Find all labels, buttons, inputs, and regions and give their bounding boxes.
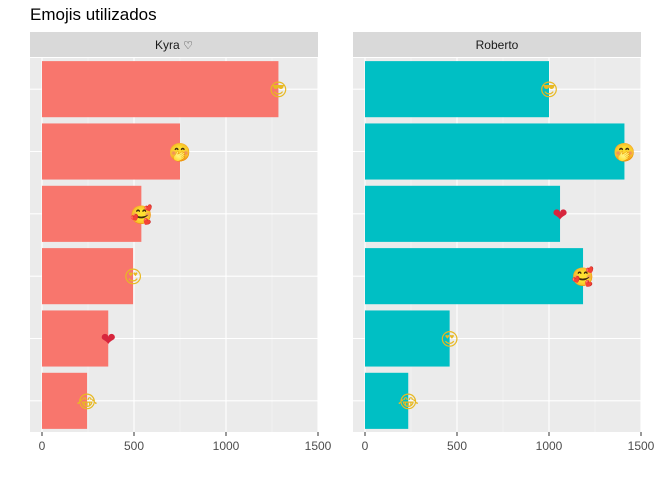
white-heart-icon: ♡ (183, 40, 193, 52)
face-with-tears-of-joy-icon: 😂 (398, 392, 419, 413)
smiling-face-with-hearts-icon: 🥰 (572, 266, 594, 288)
facet-label-roberto: Roberto (476, 38, 519, 52)
x-tick-label: 1500 (628, 439, 655, 453)
bar-roberto-smiling-face-with-sunglasses[interactable] (365, 61, 549, 118)
bar-roberto-smiling-face-with-heart-eyes[interactable] (365, 310, 450, 367)
smiling-face-with-sunglasses-icon: 😎 (269, 80, 288, 101)
bar-kyra-smiling-face-with-heart-eyes[interactable] (42, 248, 134, 305)
bar-kyra-face-with-hand-over-mouth[interactable] (42, 123, 180, 180)
x-tick-label: 0 (362, 439, 369, 453)
bar-kyra-smiling-face-with-sunglasses[interactable] (42, 61, 279, 118)
smiling-face-with-heart-eyes-icon: 😍 (124, 267, 143, 288)
smiling-face-with-heart-eyes-icon: 😍 (440, 330, 459, 351)
x-tick-label: 500 (447, 439, 467, 453)
panel-background-roberto (353, 58, 641, 432)
x-tick-label: 1000 (536, 439, 563, 453)
facet-strip-kyra (30, 32, 318, 57)
x-tick-label: 500 (124, 439, 144, 453)
bar-kyra-smiling-face-with-hearts[interactable] (42, 185, 142, 242)
face-with-hand-over-mouth-icon: 🤭 (169, 143, 191, 164)
red-heart-icon: ❤ (552, 205, 567, 226)
panel-background-kyra (30, 58, 318, 432)
x-tick-label: 1000 (213, 439, 240, 453)
smiling-face-with-sunglasses-icon: 😎 (540, 80, 559, 101)
bar-kyra-red-heart[interactable] (42, 310, 109, 367)
chart-title: Emojis utilizados (30, 5, 157, 24)
face-with-hand-over-mouth-icon: 🤭 (613, 143, 635, 164)
bar-roberto-face-with-hand-over-mouth[interactable] (365, 123, 625, 180)
x-tick-label: 1500 (305, 439, 332, 453)
bar-kyra-face-with-tears-of-joy[interactable] (42, 372, 88, 429)
x-tick-label: 0 (39, 439, 46, 453)
facet-label-kyra: Kyra ♡ (155, 38, 193, 52)
smiling-face-with-hearts-icon: 🥰 (130, 204, 152, 226)
bar-roberto-face-with-tears-of-joy[interactable] (365, 372, 409, 429)
face-with-tears-of-joy-icon: 😂 (77, 392, 98, 413)
facet-strip-roberto (353, 32, 641, 57)
bar-roberto-smiling-face-with-hearts[interactable] (365, 248, 584, 305)
bar-roberto-red-heart[interactable] (365, 185, 561, 242)
red-heart-icon: ❤ (101, 330, 116, 351)
